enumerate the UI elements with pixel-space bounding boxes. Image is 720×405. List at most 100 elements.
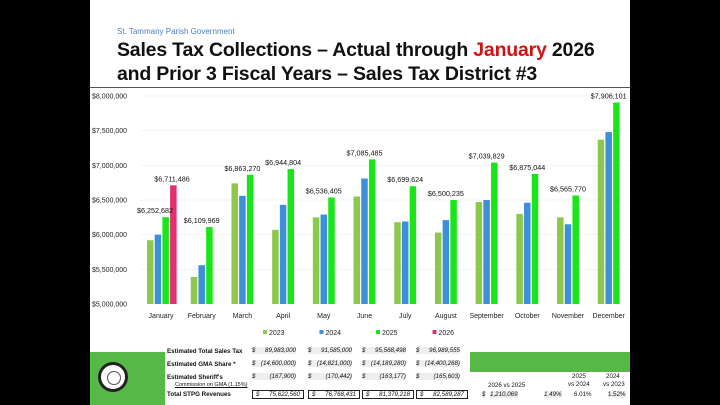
currency-symbol: $ (362, 373, 366, 380)
data-label: $7,906,101 (591, 92, 627, 101)
bar-2025-january (162, 217, 169, 304)
bar-2023-september (475, 202, 483, 304)
diff-2026-vs-2025: 1,210,069 (490, 391, 518, 398)
currency-symbol: $ (362, 360, 366, 367)
x-tick-label: July (399, 313, 412, 320)
header-2025: 2025 (572, 373, 586, 380)
row-label: Total STPG Revenues (167, 391, 231, 398)
bar-2025-july (409, 186, 417, 304)
cell-value: 75,622,560 (269, 391, 300, 398)
bar-2023-april (272, 229, 279, 304)
bar-2025-november (572, 195, 579, 304)
table-cell: $ (14,821,000) (308, 360, 352, 367)
x-tick-label: October (515, 313, 541, 320)
currency-symbol: $ (482, 391, 486, 398)
data-label: $6,711,486 (154, 174, 189, 183)
data-label: $6,944,804 (265, 158, 301, 167)
table-cell: $ (14,600,000) (252, 360, 296, 367)
bar-2025-april (287, 169, 295, 304)
table-cell: $96,989,555 (416, 347, 460, 354)
x-tick-label: June (357, 313, 372, 320)
y-tick-label: $7,500,000 (92, 128, 127, 135)
x-tick-label: May (317, 313, 331, 320)
cell-value: (14,600,000) (260, 360, 296, 367)
bar-2024-january (154, 234, 162, 304)
currency-symbol: $ (312, 391, 316, 398)
y-tick-label: $5,500,000 (92, 267, 127, 274)
cell-value: 91,585,000 (321, 347, 352, 354)
currency-symbol: $ (362, 347, 366, 354)
cell-value: (163,177) (379, 373, 407, 380)
bar-2023-november (557, 217, 564, 304)
legend-label: 2026 (439, 330, 455, 337)
cell-value: (165,603) (433, 373, 461, 380)
table-cell: $89,983,000 (252, 347, 296, 354)
table-cell: $ (14,400,268) (416, 360, 460, 367)
currency-symbol: $ (252, 347, 256, 354)
bar-2023-july (394, 222, 401, 304)
table-cell: $91,585,000 (308, 347, 352, 354)
bar-2023-february (190, 276, 198, 304)
currency-symbol: $ (308, 373, 312, 380)
legend-marker (263, 330, 267, 334)
table-cell: $75,622,560 (252, 390, 304, 399)
data-label: $6,875,044 (509, 163, 545, 172)
bar-2025-august (450, 199, 457, 304)
bar-2026-january (170, 185, 177, 304)
data-label: $7,085,485 (347, 148, 383, 157)
bar-2024-july (401, 221, 409, 304)
bar-2025-may (328, 197, 335, 304)
y-tick-label: $7,000,000 (92, 163, 127, 170)
currency-symbol: $ (366, 391, 370, 398)
bar-2023-march (231, 183, 238, 304)
cell-value: 82,589,287 (433, 391, 464, 398)
cell-value: 89,983,000 (265, 347, 296, 354)
bar-2024-may (320, 214, 328, 304)
table-cell: $ (165,603) (416, 373, 460, 380)
bar-2023-december (597, 139, 605, 304)
y-tick-label: $6,000,000 (92, 232, 127, 239)
cell-value: 96,989,555 (429, 347, 460, 354)
currency-symbol: $ (416, 373, 420, 380)
x-tick-label: November (552, 313, 585, 320)
x-tick-label: February (188, 313, 217, 320)
currency-symbol: $ (308, 347, 312, 354)
bar-2024-november (564, 224, 572, 304)
cell-value: (14,821,000) (316, 360, 352, 367)
y-tick-label: $6,500,000 (92, 198, 127, 205)
currency-symbol: $ (308, 360, 312, 367)
table-cell: $ (167,900) (252, 373, 296, 380)
x-tick-label: January (149, 313, 174, 320)
bar-2024-june (361, 178, 368, 304)
cell-value: (170,442) (325, 373, 353, 380)
data-label: $6,565,770 (550, 184, 586, 193)
pct-2024-vs-2023: 1.52% (608, 391, 626, 398)
data-label: $6,252,682 (137, 206, 173, 215)
currency-symbol: $ (252, 360, 256, 367)
bar-2024-april (279, 204, 287, 304)
x-tick-label: August (435, 313, 457, 320)
table-cell: $95,568,498 (362, 347, 406, 354)
x-tick-label: March (233, 313, 253, 320)
y-tick-label: $5,000,000 (92, 302, 127, 309)
data-label: $6,500,235 (428, 189, 464, 198)
table-cell: $ (163,177) (362, 373, 406, 380)
data-label: $6,863,270 (224, 164, 260, 173)
x-tick-label: September (469, 313, 504, 320)
legend-label: 2025 (382, 330, 398, 337)
bar-2025-february (206, 227, 213, 304)
bar-2024-october (524, 202, 531, 304)
pct-2025-vs-2024: 6.01% (574, 391, 592, 398)
table-cell: $81,379,218 (362, 390, 414, 399)
bar-2024-december (605, 132, 612, 304)
bar-2023-january (147, 240, 154, 304)
y-tick-label: $8,000,000 (92, 94, 127, 101)
bar-2023-june (353, 196, 361, 304)
data-label: $6,109,969 (184, 216, 220, 225)
bar-2024-march (239, 195, 246, 304)
bar-2024-february (198, 265, 205, 304)
bar-2023-august (434, 232, 442, 304)
header-2024: 2024 (606, 373, 620, 380)
parish-seal-logo (98, 362, 128, 392)
